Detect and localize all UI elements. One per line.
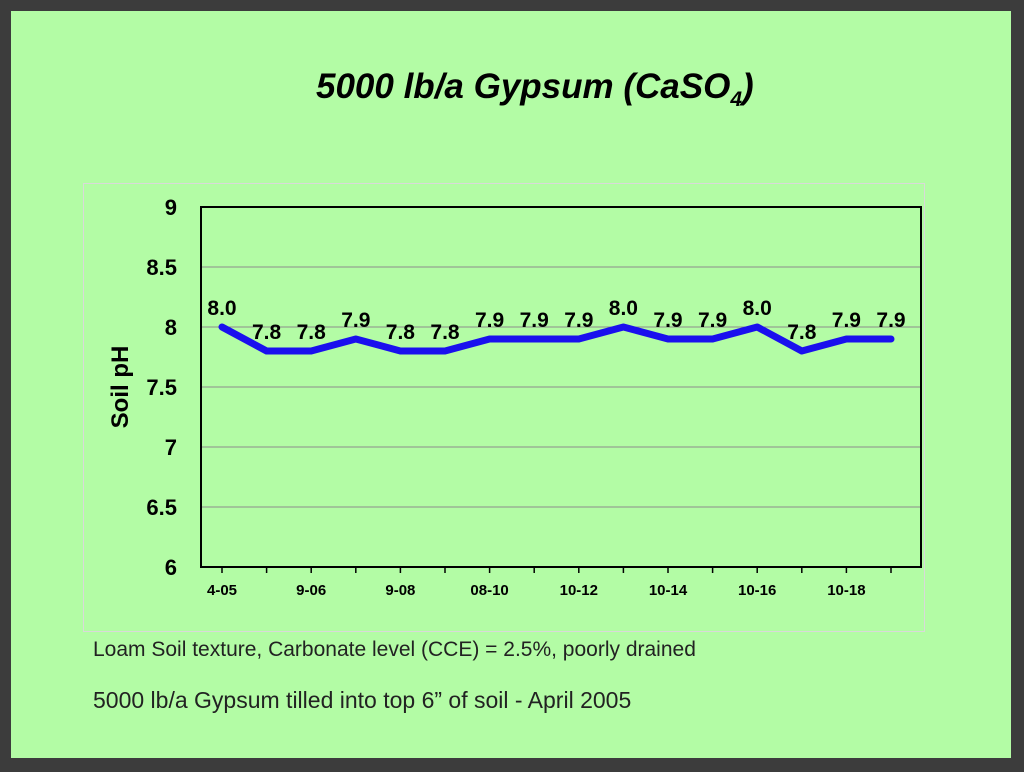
title-subscript: 4 xyxy=(730,88,743,111)
data-label: 8.0 xyxy=(207,297,236,320)
data-label: 7.9 xyxy=(520,309,549,332)
y-tick-label: 8.5 xyxy=(146,255,177,280)
y-tick-label: 6 xyxy=(165,555,177,580)
slide: 5000 lb/a Gypsum (CaSO4) 6 6.5 7 7.5 8 8.5 9 4-… xyxy=(11,11,1011,758)
data-label: 8.0 xyxy=(743,297,772,320)
gypsum-application-note: 5000 lb/a Gypsum tilled into top 6” of s… xyxy=(93,687,632,713)
chart-frame: 6 6.5 7 7.5 8 8.5 9 4-05 9-06 9-08 08-10 10-12 10-14… xyxy=(83,183,925,632)
chart: 6 6.5 7 7.5 8 8.5 9 4-05 9-06 9-08 08-10 10-12 10-14… xyxy=(107,195,922,599)
data-label: 7.9 xyxy=(653,309,682,332)
data-label: 7.8 xyxy=(386,321,416,344)
x-tick-label: 10-12 xyxy=(560,582,598,599)
x-tick-label: 9-06 xyxy=(296,582,326,599)
x-tick-label: 4-05 xyxy=(207,582,237,599)
y-tick-label: 8 xyxy=(165,315,177,340)
title-close: ) xyxy=(742,67,754,106)
x-tick-label: 10-18 xyxy=(827,582,865,599)
data-label: 7.9 xyxy=(564,309,593,332)
data-label: 7.9 xyxy=(876,309,905,332)
x-tick-label: 10-16 xyxy=(738,582,776,599)
x-tick-label: 08-10 xyxy=(470,582,508,599)
slide-title: 5000 lb/a Gypsum (CaSO4) xyxy=(316,67,754,112)
y-tick-label: 7.5 xyxy=(146,375,177,400)
data-label: 7.8 xyxy=(252,321,282,344)
y-tick-label: 7 xyxy=(165,435,177,460)
series-line xyxy=(218,323,895,355)
data-label: 7.9 xyxy=(341,309,370,332)
y-axis-label: Soil pH xyxy=(107,346,134,429)
data-label: 7.9 xyxy=(698,309,727,332)
data-label: 7.8 xyxy=(430,321,460,344)
data-label: 7.9 xyxy=(475,309,504,332)
plot-border xyxy=(200,206,922,568)
x-tick-label: 10-14 xyxy=(649,582,688,599)
data-label: 7.8 xyxy=(297,321,327,344)
y-tick-label: 9 xyxy=(165,195,177,220)
data-label: 7.8 xyxy=(787,321,817,344)
x-tick-label: 9-08 xyxy=(385,582,415,599)
y-tick-label: 6.5 xyxy=(146,495,177,520)
soil-description-note: Loam Soil texture, Carbonate level (CCE)… xyxy=(93,638,696,661)
title-main: 5000 lb/a Gypsum (CaSO xyxy=(316,67,731,106)
data-label: 7.9 xyxy=(832,309,861,332)
data-label: 8.0 xyxy=(609,297,638,320)
